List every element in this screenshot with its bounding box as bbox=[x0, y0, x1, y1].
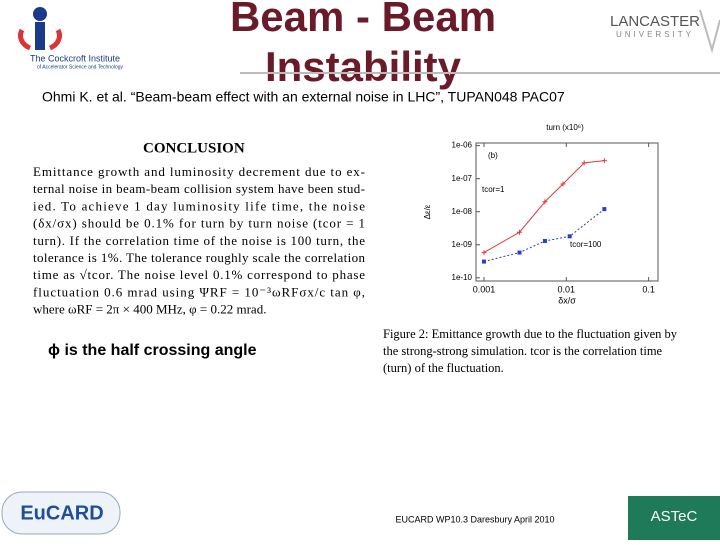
point bbox=[581, 160, 587, 166]
caption-line: Figure 2: Emittance growth due to the fl… bbox=[383, 327, 678, 341]
point bbox=[601, 158, 607, 164]
title-line: Beam - Beam bbox=[230, 0, 496, 40]
caption-line: (turn) of the fluctuation. bbox=[383, 361, 504, 375]
x-tick-label: 0.1 bbox=[642, 284, 655, 294]
x-tick-label: 0.001 bbox=[473, 284, 496, 294]
series-line bbox=[483, 160, 605, 254]
y-tick-label: 1e-08 bbox=[452, 207, 473, 216]
logo-mark bbox=[699, 9, 720, 54]
point bbox=[542, 238, 547, 243]
point bbox=[542, 199, 548, 205]
x-tick-label: 0.01 bbox=[558, 284, 576, 294]
conclusion-line: (δx/σx) should be 0.1% for turn by turn … bbox=[33, 216, 365, 231]
conclusion-line: where ωRF = 2π × 400 MHz, φ = 0.22 mrad. bbox=[33, 302, 266, 317]
conclusion-line: Emittance growth and luminosity decremen… bbox=[33, 164, 365, 179]
logo-name: EuCARD bbox=[20, 502, 103, 524]
logo-arc bbox=[48, 28, 63, 51]
conclusion-line: time as √tcor. The noise level 0.1% corr… bbox=[33, 267, 365, 282]
title-line: Instability bbox=[265, 43, 462, 90]
point bbox=[517, 250, 522, 255]
point bbox=[516, 229, 522, 235]
series-label: tcor=1 bbox=[482, 185, 505, 194]
point bbox=[602, 207, 607, 212]
y-tick-label: 1e-10 bbox=[452, 273, 473, 282]
plot-frame bbox=[475, 142, 659, 282]
eucard-logo: EuCARD bbox=[1, 491, 121, 535]
astec-badge bbox=[628, 496, 720, 540]
conclusion-line: fluctuation 0.6 mrad using ΨRF = 10⁻³ωRF… bbox=[33, 284, 365, 299]
conclusion-line: tolerance is 1%. The tolerance roughly s… bbox=[33, 250, 366, 265]
logo-bar bbox=[35, 22, 45, 50]
series-line bbox=[483, 208, 605, 263]
note: ϕ is the half crossing angle bbox=[48, 342, 257, 359]
logo-dot bbox=[33, 7, 47, 21]
conclusion-line: ternal noise in beam-beam collision syst… bbox=[33, 181, 365, 196]
conclusion-line: turn). If the correlation time of the no… bbox=[33, 233, 365, 248]
plot: 0.001 0.01 0.1 1e-06 1e-07 1e-08 1e-09 1e-10 δx/… bbox=[423, 123, 659, 305]
point bbox=[481, 250, 487, 256]
citation: Ohmi K. et al. “Beam-beam effect with an… bbox=[42, 89, 565, 105]
top-label: turn (x10⁶) bbox=[546, 123, 584, 132]
point bbox=[560, 181, 566, 187]
logo-subtitle: of Accelerator Science and Technology bbox=[37, 64, 124, 70]
conclusion-line: ied. To achieve 1 day luminosity life ti… bbox=[33, 198, 365, 213]
cockcroft-logo: The Cockcroft Institute of Accelerator S… bbox=[17, 7, 124, 70]
logo-name: ASTeC bbox=[651, 508, 698, 525]
conclusion-text: Emittance growth and luminosity decremen… bbox=[33, 164, 366, 317]
logo-subtitle: UNIVERSITY bbox=[616, 30, 694, 39]
y-tick-label: 1e-06 bbox=[452, 141, 473, 150]
panel-label: (b) bbox=[488, 151, 498, 160]
y-tick-label: 1e-07 bbox=[452, 174, 473, 183]
logo-badge bbox=[1, 491, 121, 535]
logo-name: The Cockcroft Institute bbox=[30, 53, 120, 63]
y-tick-label: 1e-09 bbox=[452, 240, 473, 249]
logo-arc bbox=[17, 28, 32, 51]
footer-text: EUCARD WP10.3 Daresbury April 2010 bbox=[395, 514, 554, 524]
series-label: tcor=100 bbox=[570, 240, 602, 249]
point bbox=[481, 259, 486, 264]
caption-line: the strong-strong simulation. tcor is th… bbox=[383, 344, 663, 358]
conclusion-heading: CONCLUSION bbox=[143, 140, 245, 156]
y-axis-label: Δε/ε bbox=[423, 204, 432, 219]
logo-name: LANCASTER bbox=[610, 13, 700, 30]
x-axis-label: δx/σ bbox=[558, 295, 576, 305]
point bbox=[567, 234, 572, 239]
figure-caption: Figure 2: Emittance growth due to the fl… bbox=[383, 327, 678, 375]
